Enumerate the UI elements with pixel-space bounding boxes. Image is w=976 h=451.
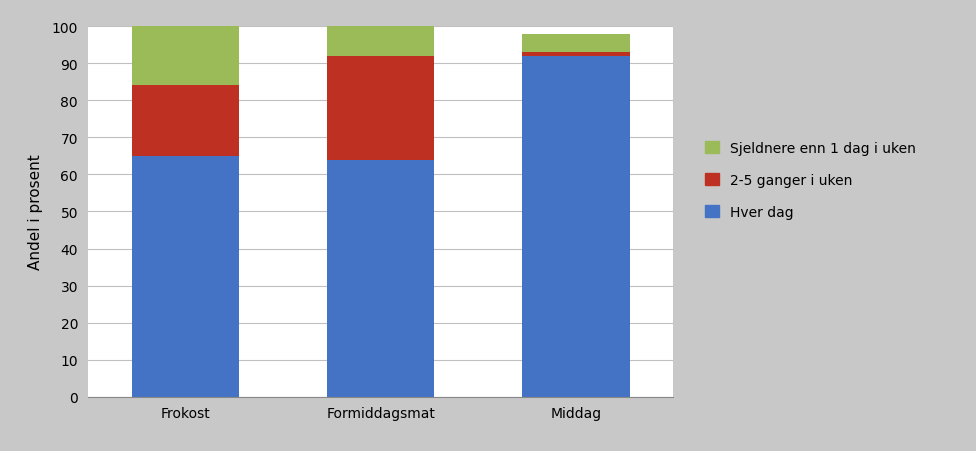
Bar <box>132 156 239 397</box>
Y-axis label: Andel i prosent: Andel i prosent <box>28 154 43 270</box>
Bar <box>327 27 434 57</box>
Bar <box>327 57 434 160</box>
Bar <box>327 160 434 397</box>
Legend: Sjeldnere enn 1 dag i uken, 2-5 ganger i uken, Hver dag: Sjeldnere enn 1 dag i uken, 2-5 ganger i… <box>700 136 922 225</box>
Bar <box>522 53 630 57</box>
Bar <box>522 57 630 397</box>
Bar <box>522 34 630 53</box>
Bar <box>132 86 239 156</box>
Bar <box>132 27 239 86</box>
